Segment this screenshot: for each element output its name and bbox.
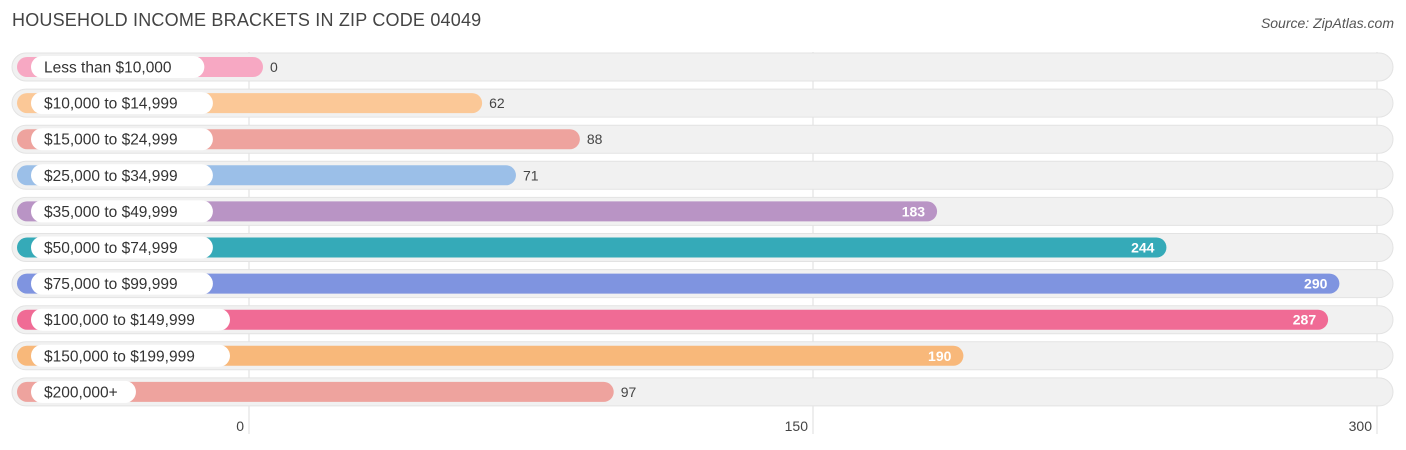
value-label: 62 (489, 95, 505, 111)
category-label: $50,000 to $74,999 (44, 240, 178, 257)
value-label: 190 (928, 348, 952, 364)
x-tick-label: 0 (236, 418, 244, 434)
bar (17, 309, 1329, 330)
category-label-bg (31, 344, 230, 367)
category-label-bg (31, 380, 136, 403)
bar (17, 381, 614, 402)
category-label: $15,000 to $24,999 (44, 132, 178, 149)
value-label: 290 (1304, 276, 1328, 292)
bar (17, 273, 1340, 294)
category-label: $75,000 to $99,999 (44, 276, 178, 293)
category-label-bg (31, 56, 205, 78)
category-label: $200,000+ (44, 384, 118, 401)
category-label: $25,000 to $34,999 (44, 168, 178, 185)
chart-title: HOUSEHOLD INCOME BRACKETS IN ZIP CODE 04… (12, 10, 482, 30)
category-label: $150,000 to $199,999 (44, 348, 195, 365)
value-label: 244 (1131, 240, 1155, 256)
category-label-bg (31, 308, 230, 331)
x-tick-label: 300 (1349, 418, 1373, 434)
category-label-bg (31, 128, 213, 151)
category-label: Less than $10,000 (44, 60, 172, 77)
category-label-bg (31, 92, 213, 115)
value-label: 287 (1293, 312, 1317, 328)
category-label-bg (31, 272, 213, 295)
chart-source: Source: ZipAtlas.com (1260, 15, 1394, 31)
value-label: 0 (270, 59, 278, 75)
category-label-bg (31, 200, 213, 223)
bar (17, 345, 964, 366)
x-tick-label: 150 (785, 418, 809, 434)
bar (17, 201, 938, 222)
category-label-bg (31, 164, 213, 187)
category-label: $35,000 to $49,999 (44, 204, 178, 221)
category-label: $10,000 to $14,999 (44, 96, 178, 113)
value-label: 88 (587, 131, 603, 147)
row-track (11, 52, 1394, 82)
category-label: $100,000 to $149,999 (44, 312, 195, 329)
category-label-bg (31, 236, 213, 259)
value-label: 71 (523, 167, 539, 183)
value-label: 183 (902, 203, 926, 219)
bar (17, 237, 1167, 258)
value-label: 97 (621, 384, 637, 400)
